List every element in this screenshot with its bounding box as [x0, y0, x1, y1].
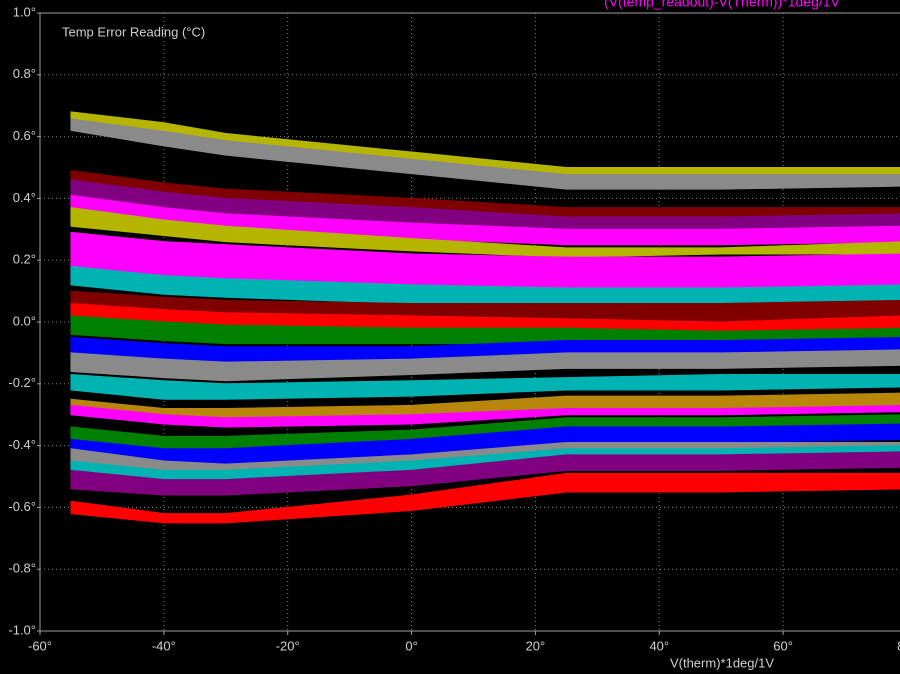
- x-tick-label: 80°: [897, 638, 900, 653]
- y-tick-label: -0.4°: [8, 437, 36, 452]
- band: [70, 265, 900, 308]
- x-tick-label: -40°: [152, 638, 176, 653]
- band: [70, 111, 900, 175]
- y-tick-label: 0.8°: [13, 66, 36, 81]
- y-tick-label: -0.8°: [8, 561, 36, 576]
- y-tick-label: -0.6°: [8, 499, 36, 514]
- x-tick-label: -60°: [28, 638, 52, 653]
- x-axis-label: V(therm)*1deg/1V: [670, 655, 774, 670]
- x-tick-label: 40°: [649, 638, 669, 653]
- annotation: Temp Error Reading (°C): [62, 24, 205, 39]
- chart-title: (V(temp_readout)-V(Therm))*1deg/1V: [604, 0, 840, 10]
- y-tick-label: -1.0°: [8, 622, 36, 637]
- band: [70, 404, 900, 428]
- x-tick-label: 60°: [773, 638, 793, 653]
- x-tick-label: 0°: [405, 638, 417, 653]
- y-tick-label: 0.4°: [13, 190, 36, 205]
- plot-frame: [39, 12, 900, 632]
- y-tick-label: 0.6°: [13, 128, 36, 143]
- band: [70, 451, 900, 496]
- y-tick-label: -0.2°: [8, 375, 36, 390]
- y-tick-label: 1.0°: [13, 4, 36, 19]
- x-tick-label: -20°: [276, 638, 300, 653]
- y-tick-label: 0.2°: [13, 252, 36, 267]
- x-tick-label: 20°: [526, 638, 546, 653]
- band: [70, 315, 900, 348]
- band: [70, 349, 900, 382]
- band: [70, 472, 900, 524]
- y-tick-label: 0.0°: [13, 313, 36, 328]
- band: [70, 374, 900, 400]
- band: [70, 207, 900, 258]
